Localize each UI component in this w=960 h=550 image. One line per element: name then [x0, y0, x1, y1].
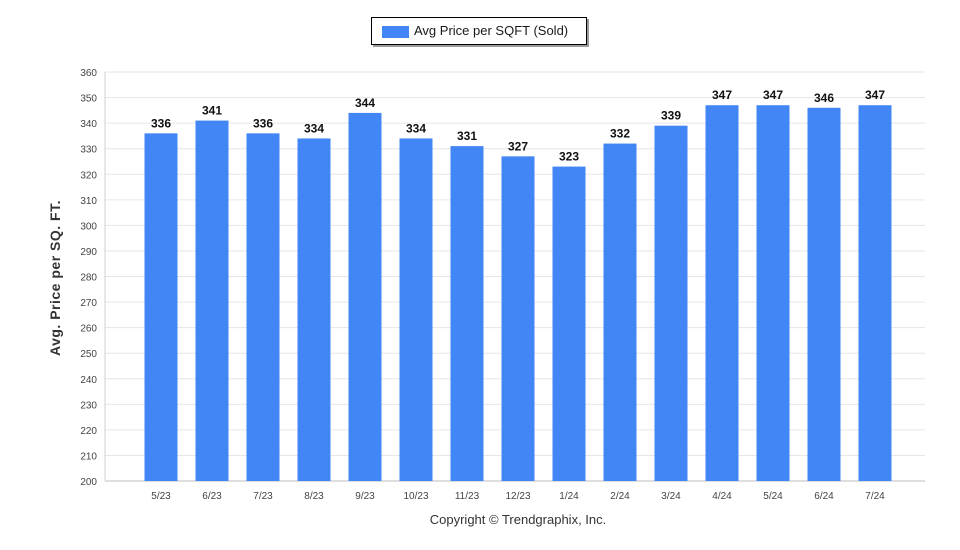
bar-6-24: [807, 107, 841, 481]
x-tick-label: 2/24: [610, 491, 630, 502]
data-label: 336: [253, 116, 273, 130]
y-tick-label: 350: [80, 94, 97, 105]
x-tick-label: 11/23: [455, 491, 480, 502]
data-label: 344: [355, 96, 375, 110]
data-label: 336: [151, 116, 171, 130]
copyright-text: Copyright © Trendgraphix, Inc.: [429, 512, 607, 527]
y-tick-label: 310: [80, 196, 97, 207]
x-tick-label: 7/24: [865, 491, 885, 502]
bar-11-23: [450, 146, 484, 481]
x-tick-label: 3/24: [661, 491, 681, 502]
y-tick-label: 340: [80, 119, 97, 130]
x-tick-label: 6/23: [202, 491, 222, 502]
y-tick-label: 280: [80, 273, 97, 284]
y-tick-label: 270: [80, 298, 97, 309]
y-tick-label: 200: [80, 477, 97, 488]
data-label: 334: [406, 121, 426, 135]
x-tick-label: 10/23: [403, 491, 428, 502]
bar-10-23: [399, 138, 433, 481]
y-tick-label: 320: [80, 170, 97, 181]
y-tick-label: 240: [80, 375, 97, 386]
y-tick-label: 290: [80, 247, 97, 258]
x-tick-label: 5/23: [151, 491, 171, 502]
legend-label: Avg Price per SQFT (Sold): [414, 23, 569, 38]
legend: Avg Price per SQFT (Sold): [371, 17, 587, 45]
data-label: 334: [304, 121, 324, 135]
x-tick-label: 7/23: [253, 491, 273, 502]
bar-4-24: [705, 105, 739, 481]
y-tick-label: 330: [80, 145, 97, 156]
y-tick-label: 210: [80, 451, 97, 462]
x-tick-label: 1/24: [559, 491, 579, 502]
bar-5-23: [144, 133, 178, 481]
data-label: 327: [508, 139, 528, 153]
data-label: 339: [661, 109, 681, 123]
bar-8-23: [297, 138, 331, 481]
data-label: 347: [712, 88, 732, 102]
data-label: 341: [202, 104, 222, 118]
data-label: 346: [814, 91, 834, 105]
bar-5-24: [756, 105, 790, 481]
x-tick-label: 8/23: [304, 491, 324, 502]
y-axis-title: Avg. Price per SQ. FT.: [47, 200, 63, 356]
x-tick-label: 9/23: [355, 491, 375, 502]
data-label: 331: [457, 129, 477, 143]
bar-12-23: [501, 156, 535, 481]
y-tick-label: 300: [80, 221, 97, 232]
data-label: 347: [865, 88, 885, 102]
bar-6-23: [195, 120, 229, 481]
x-tick-label: 12/23: [505, 491, 530, 502]
y-tick-label: 360: [80, 68, 97, 79]
legend-swatch: [382, 26, 409, 38]
data-label: 347: [763, 88, 783, 102]
bar-2-24: [603, 143, 637, 481]
bar-1-24: [552, 166, 586, 482]
bar-7-24: [858, 105, 892, 481]
y-tick-label: 220: [80, 426, 97, 437]
data-label: 323: [559, 150, 579, 164]
data-label: 332: [610, 127, 630, 141]
y-tick-label: 230: [80, 400, 97, 411]
bar-9-23: [348, 112, 382, 482]
bar-7-23: [246, 133, 280, 481]
x-tick-label: 4/24: [712, 491, 732, 502]
bar-3-24: [654, 125, 688, 482]
x-tick-label: 6/24: [814, 491, 834, 502]
x-tick-label: 5/24: [763, 491, 783, 502]
y-tick-label: 260: [80, 324, 97, 335]
y-tick-label: 250: [80, 349, 97, 360]
